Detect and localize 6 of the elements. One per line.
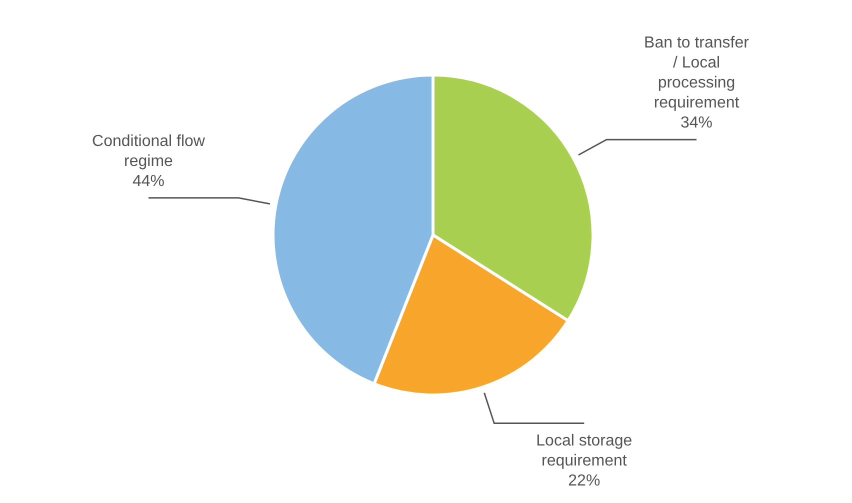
slice-label: Local storage requirement: [536, 432, 632, 470]
data-label: 44%: [132, 172, 165, 190]
slice-label: Conditional flow regime: [92, 132, 206, 170]
data-label: 34%: [680, 114, 713, 132]
slice-label: Ban to transfer / Local processing requirement: [644, 34, 750, 112]
data-label: 22%: [568, 472, 600, 490]
